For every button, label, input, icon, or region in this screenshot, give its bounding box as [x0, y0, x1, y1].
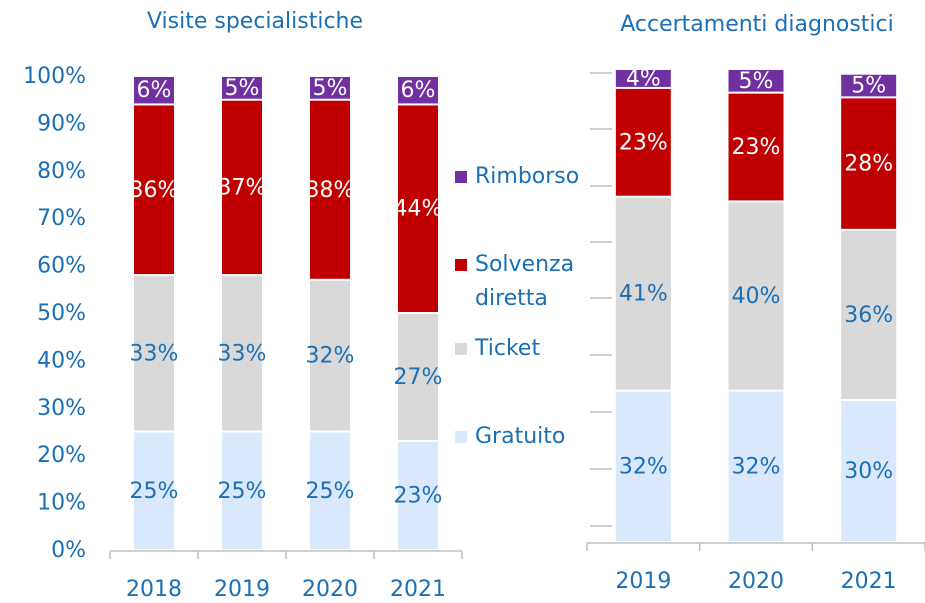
data-label: 5% [739, 69, 774, 94]
bar-segment [222, 432, 262, 549]
data-label: 5% [313, 76, 348, 101]
data-label: 41% [619, 282, 668, 307]
data-label: 40% [732, 284, 781, 309]
bar-segment [222, 276, 262, 431]
bar-segment [134, 432, 174, 549]
data-label: 36% [130, 178, 179, 203]
y-tick-label: 60% [37, 254, 86, 279]
bar-segment [134, 276, 174, 431]
bar-segment [222, 77, 262, 99]
x-tick-label: 2019 [214, 577, 270, 602]
bar-segment [841, 230, 897, 400]
bar-segment [398, 105, 438, 312]
data-label: 28% [844, 152, 893, 177]
bar-segment [398, 441, 438, 549]
chart-title: Accertamenti diagnostici [620, 12, 894, 37]
bar-segment [728, 70, 784, 92]
data-label: 6% [401, 78, 436, 103]
bar-segment [398, 314, 438, 440]
data-label: 25% [218, 479, 267, 504]
data-label: 38% [306, 178, 355, 203]
data-label: 32% [732, 454, 781, 479]
bar-segment [222, 100, 262, 275]
y-tick-label: 50% [37, 301, 86, 326]
y-tick-label: 70% [37, 206, 86, 231]
legend-swatch [455, 259, 467, 271]
data-label: 4% [626, 66, 661, 91]
x-tick-label: 2018 [126, 577, 182, 602]
y-tick-label: 20% [37, 443, 86, 468]
bar-segment [841, 98, 897, 229]
data-label: 44% [394, 197, 443, 222]
data-label: 27% [394, 365, 443, 390]
bar-segment [310, 100, 350, 279]
x-tick-label: 2021 [841, 569, 897, 594]
data-label: 5% [225, 76, 260, 101]
bar-segment [310, 77, 350, 99]
data-label: 23% [619, 130, 668, 155]
bar-segment [310, 280, 350, 431]
legend-swatch [455, 171, 467, 183]
data-label: 25% [306, 479, 355, 504]
legend-label: Solvenza diretta [475, 252, 574, 311]
bar-segment [134, 105, 174, 275]
y-tick-label: 30% [37, 396, 86, 421]
x-tick-label: 2021 [390, 577, 446, 602]
data-label: 37% [218, 175, 267, 200]
bar-segment [728, 391, 784, 541]
y-tick-label: 100% [23, 64, 86, 89]
data-label: 23% [394, 483, 443, 508]
bar-segment [398, 77, 438, 104]
data-label: 32% [306, 344, 355, 369]
data-label: 33% [218, 341, 267, 366]
data-label: 33% [130, 341, 179, 366]
bar-segment [615, 197, 671, 390]
bar-segment [841, 401, 897, 541]
bar-segment [728, 93, 784, 201]
data-label: 36% [844, 303, 893, 328]
bar-segment [615, 88, 671, 196]
data-label: 30% [844, 459, 893, 484]
y-tick-label: 80% [37, 159, 86, 184]
bar-segment [310, 432, 350, 549]
x-tick-label: 2020 [728, 569, 784, 594]
data-label: 23% [732, 135, 781, 160]
bar-segment [728, 202, 784, 390]
bar-segment [841, 74, 897, 97]
data-label: 6% [137, 78, 172, 103]
x-tick-label: 2020 [302, 577, 358, 602]
bar-segment [615, 70, 671, 87]
axis-ticks [590, 72, 612, 527]
legend-label: Ticket [474, 336, 540, 361]
legend-label: Rimborso [475, 164, 579, 189]
data-label: 5% [851, 74, 886, 99]
data-label: 32% [619, 454, 668, 479]
legend-swatch [455, 431, 467, 443]
x-tick-label: 2019 [615, 569, 671, 594]
bar-segment [615, 391, 671, 541]
legend-label: Gratuito [475, 424, 565, 449]
y-tick-label: 0% [51, 538, 86, 563]
chart-title: Visite specialistiche [147, 9, 363, 34]
y-tick-label: 10% [37, 491, 86, 516]
y-tick-label: 40% [37, 348, 86, 373]
y-tick-label: 90% [37, 111, 86, 136]
bar-segment [134, 77, 174, 104]
data-label: 25% [130, 479, 179, 504]
legend-swatch [455, 343, 467, 355]
